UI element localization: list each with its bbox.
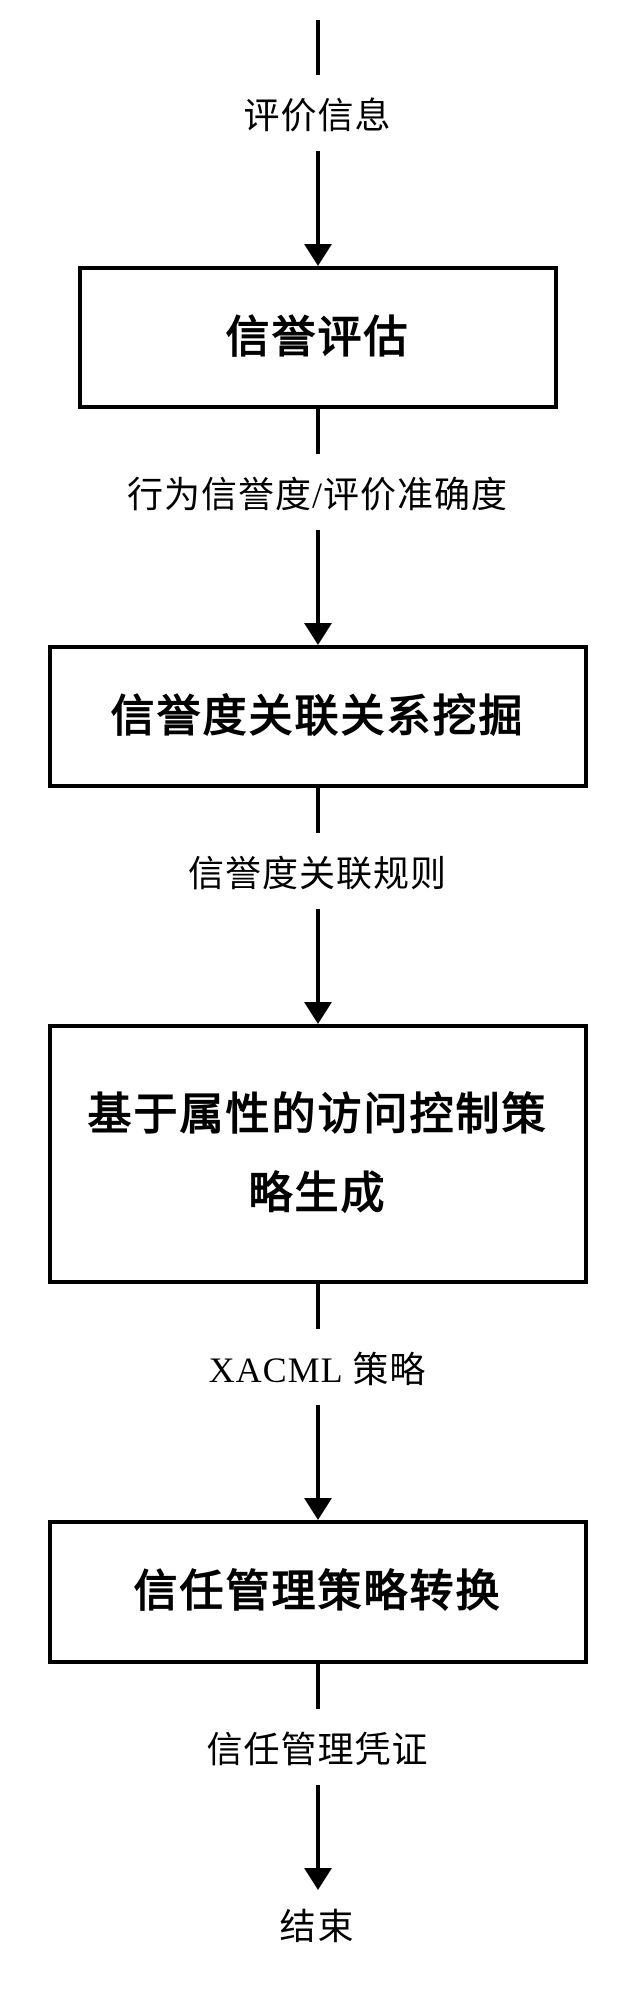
box-text: 信誉评估 — [226, 298, 410, 377]
line-segment — [316, 909, 320, 937]
box-trust-management-policy-conversion: 信任管理策略转换 — [48, 1520, 588, 1663]
arrow-head-icon — [304, 1868, 332, 1890]
arrow-head-icon — [304, 244, 332, 266]
edge-3-top — [316, 788, 320, 833]
line-segment — [316, 788, 320, 833]
arrow-4 — [304, 1405, 332, 1520]
edge-label-5: 信任管理凭证 — [206, 1721, 428, 1773]
arrow-head-icon — [304, 1002, 332, 1024]
edge-2-top — [316, 409, 320, 454]
arrow-2 — [304, 530, 332, 645]
line-segment — [316, 937, 320, 1002]
edge-4-top — [316, 1284, 320, 1329]
box-text: 基于属性的访问控制策略生成 — [76, 1075, 560, 1233]
line-segment — [316, 151, 320, 179]
line-segment — [316, 1284, 320, 1329]
line-segment — [316, 1785, 320, 1813]
line-segment — [316, 1664, 320, 1709]
arrow-head-icon — [304, 623, 332, 645]
edge-5-top — [316, 1664, 320, 1709]
box-attribute-access-control-policy: 基于属性的访问控制策略生成 — [48, 1024, 588, 1284]
line-segment — [316, 1433, 320, 1498]
line-segment — [316, 1405, 320, 1433]
line-segment — [316, 20, 320, 75]
arrow-1 — [304, 151, 332, 266]
edge-label-2: 行为信誉度/评价准确度 — [127, 466, 508, 518]
arrow-head-icon — [304, 1498, 332, 1520]
line-segment — [316, 558, 320, 623]
arrow-3 — [304, 909, 332, 1024]
flowchart-container: 评价信息 信誉评估 行为信誉度/评价准确度 信誉度关联关系挖掘 信誉度关联规则 … — [0, 0, 635, 2014]
box-reputation-evaluation: 信誉评估 — [78, 266, 558, 409]
box-text: 信任管理策略转换 — [134, 1552, 502, 1631]
edge-label-3: 信誉度关联规则 — [188, 845, 447, 897]
line-segment — [316, 409, 320, 454]
line-segment — [316, 1813, 320, 1868]
line-segment — [316, 179, 320, 244]
arrow-5 — [304, 1785, 332, 1890]
box-reputation-association-mining: 信誉度关联关系挖掘 — [48, 645, 588, 788]
box-text: 信誉度关联关系挖掘 — [111, 677, 525, 756]
initial-line — [316, 20, 320, 75]
edge-label-4: XACML 策略 — [209, 1341, 427, 1393]
line-segment — [316, 530, 320, 558]
end-label: 结束 — [279, 1898, 355, 1950]
edge-label-1: 评价信息 — [243, 87, 391, 139]
